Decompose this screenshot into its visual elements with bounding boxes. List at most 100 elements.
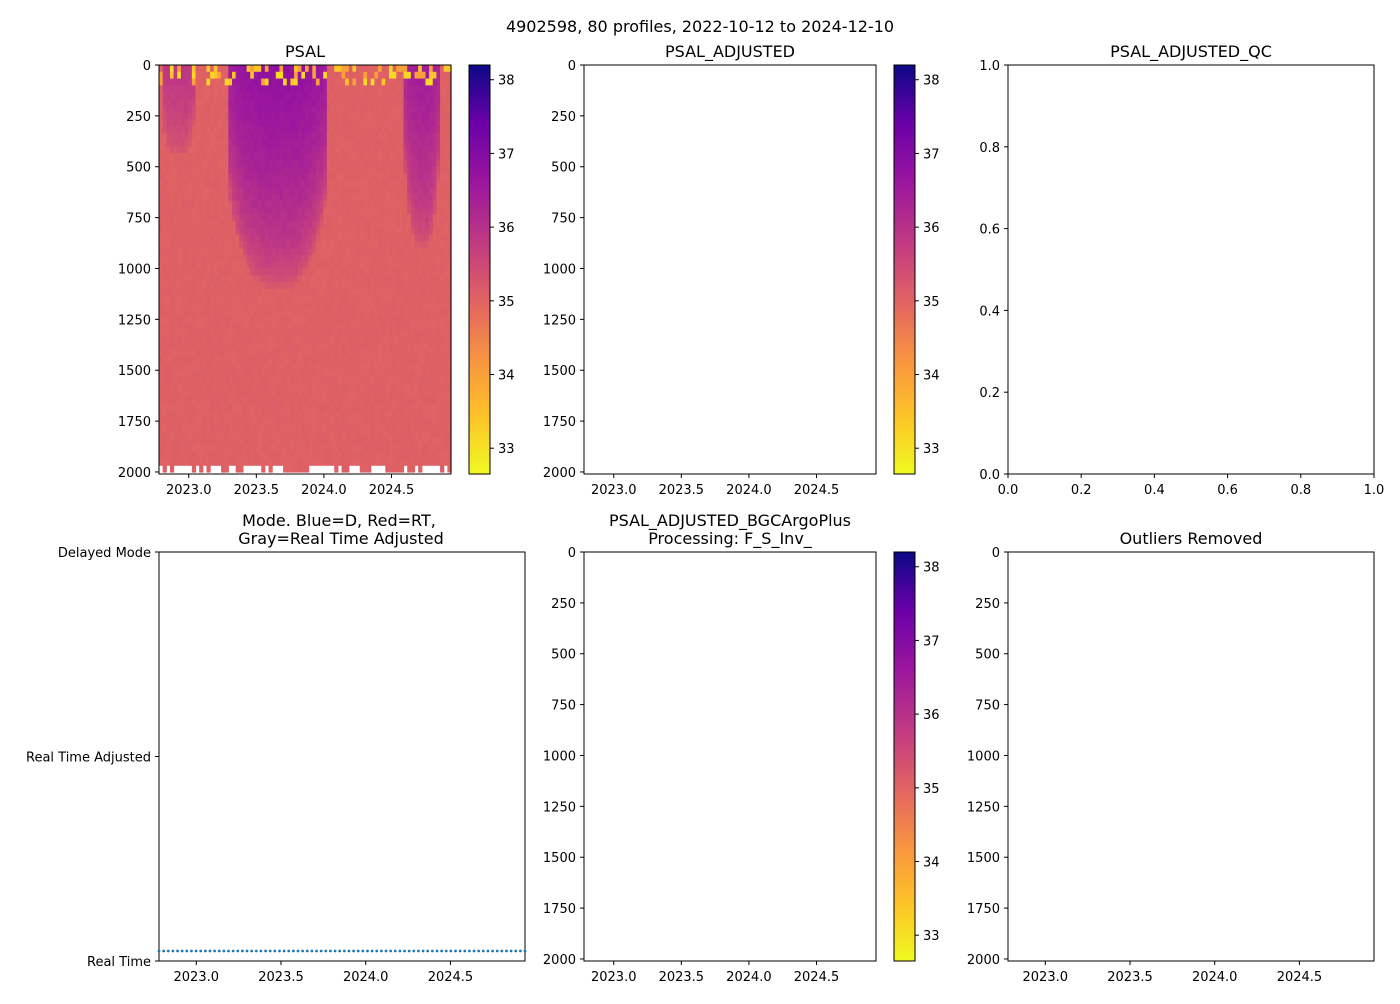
heatmap-cell	[422, 167, 426, 174]
heatmap-cell	[404, 241, 408, 248]
heatmap-cell	[188, 282, 192, 289]
heatmap-cell	[444, 146, 448, 153]
heatmap-cell	[305, 330, 309, 337]
heatmap-cell	[239, 445, 243, 452]
x-tick-label: 2024.5	[369, 483, 415, 498]
heatmap-cell	[221, 85, 225, 92]
heatmap-cell	[196, 275, 200, 282]
heatmap-cell	[298, 316, 302, 323]
heatmap-cell	[316, 397, 320, 404]
heatmap-cell	[327, 350, 331, 357]
heatmap-cell	[407, 235, 411, 242]
heatmap-cell	[305, 343, 309, 350]
heatmap-cell	[206, 458, 210, 465]
heatmap-cell	[250, 302, 254, 309]
heatmap-cell	[393, 289, 397, 296]
heatmap-cell	[400, 289, 404, 296]
heatmap-cell	[345, 194, 349, 201]
heatmap-cell	[371, 126, 375, 133]
heatmap-cell	[199, 194, 203, 201]
heatmap-cell	[415, 241, 419, 248]
heatmap-cell	[290, 248, 294, 255]
heatmap-cell	[287, 235, 291, 242]
heatmap-cell	[174, 85, 178, 92]
heatmap-cell	[338, 445, 342, 452]
heatmap-cell	[163, 174, 167, 181]
heatmap-cell	[265, 112, 269, 119]
heatmap-cell	[378, 106, 382, 113]
heatmap-cell	[436, 411, 440, 418]
heatmap-cell	[265, 262, 269, 269]
heatmap-cell	[188, 99, 192, 106]
heatmap-cell	[210, 309, 214, 316]
heatmap-cell	[210, 302, 214, 309]
heatmap-cell	[250, 438, 254, 445]
heatmap-cell	[192, 146, 196, 153]
heatmap-cell	[243, 255, 247, 262]
heatmap-cell	[385, 167, 389, 174]
heatmap-cell	[316, 302, 320, 309]
heatmap-cell	[298, 418, 302, 425]
heatmap-cell	[214, 363, 218, 370]
heatmap-cell	[206, 228, 210, 235]
heatmap-cell	[345, 126, 349, 133]
heatmap-cell	[199, 126, 203, 133]
heatmap-cell	[352, 438, 356, 445]
heatmap-cell	[407, 72, 411, 79]
heatmap-cell	[192, 384, 196, 391]
heatmap-cell	[352, 180, 356, 187]
heatmap-cell	[203, 357, 207, 364]
heatmap-cell	[404, 343, 408, 350]
heatmap-cell	[188, 350, 192, 357]
heatmap-cell	[320, 330, 324, 337]
heatmap-cell	[422, 187, 426, 194]
heatmap-cell	[159, 65, 163, 72]
heatmap-cell	[389, 438, 393, 445]
heatmap-cell	[440, 72, 444, 79]
heatmap-cell	[301, 174, 305, 181]
heatmap-cell	[272, 194, 276, 201]
heatmap-cell	[411, 268, 415, 275]
heatmap-cell	[345, 167, 349, 174]
heatmap-cell	[192, 363, 196, 370]
heatmap-cell	[166, 85, 170, 92]
heatmap-cell	[272, 343, 276, 350]
heatmap-cell	[279, 391, 283, 398]
heatmap-cell	[363, 411, 367, 418]
heatmap-cell	[305, 323, 309, 330]
heatmap-cell	[279, 302, 283, 309]
heatmap-cell	[316, 452, 320, 459]
heatmap-cell	[265, 445, 269, 452]
heatmap-cell	[374, 140, 378, 147]
heatmap-cell	[177, 350, 181, 357]
heatmap-cell	[320, 411, 324, 418]
heatmap-cell	[407, 228, 411, 235]
heatmap-cell	[272, 330, 276, 337]
heatmap-cell	[225, 106, 229, 113]
heatmap-cell	[279, 241, 283, 248]
heatmap-cell	[312, 65, 316, 72]
heatmap-cell	[411, 187, 415, 194]
heatmap-cell	[425, 248, 429, 255]
plot-frame	[1008, 65, 1374, 474]
heatmap-cell	[389, 228, 393, 235]
heatmap-cell	[203, 384, 207, 391]
heatmap-cell	[236, 241, 240, 248]
heatmap-cell	[261, 323, 265, 330]
heatmap-cell	[363, 370, 367, 377]
heatmap-cell	[425, 180, 429, 187]
heatmap-cell	[174, 438, 178, 445]
heatmap-cell	[312, 316, 316, 323]
heatmap-cell	[276, 187, 280, 194]
heatmap-cell	[258, 180, 262, 187]
heatmap-cell	[283, 268, 287, 275]
heatmap-cell	[290, 207, 294, 214]
heatmap-cell	[349, 146, 353, 153]
heatmap-cell	[371, 112, 375, 119]
heatmap-cell	[320, 174, 324, 181]
heatmap-cell	[327, 160, 331, 167]
heatmap-cell	[225, 397, 229, 404]
heatmap-cell	[371, 153, 375, 160]
heatmap-cell	[320, 235, 324, 242]
heatmap-cell	[210, 201, 214, 208]
